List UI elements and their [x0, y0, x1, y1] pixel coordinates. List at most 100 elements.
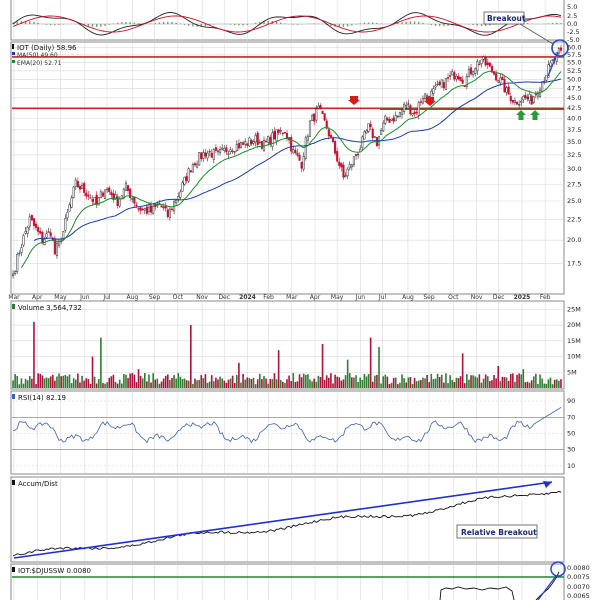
volume-bar	[39, 373, 42, 388]
candle-body	[534, 93, 537, 96]
breakout-callout-box	[483, 11, 525, 25]
volume-bar	[325, 375, 328, 388]
macd-hist-bar	[363, 22, 366, 24]
volume-bar	[282, 381, 284, 388]
candle-body	[476, 61, 479, 72]
candle-body	[118, 198, 121, 207]
macd-tick-label: -5.0	[567, 36, 580, 44]
candle-body	[231, 150, 234, 153]
candle-body	[344, 175, 347, 177]
macd-hist-bar	[413, 21, 416, 24]
candle-body	[28, 216, 31, 227]
volume-bar	[555, 379, 558, 388]
macd-hist-bar	[376, 22, 378, 24]
ema20-line	[20, 70, 562, 268]
volume-bar	[64, 374, 67, 388]
volume-bar	[472, 375, 474, 388]
macd-hist-bar	[37, 22, 39, 24]
volume-bar	[208, 381, 211, 388]
volume-bar	[461, 353, 464, 388]
candle-body	[99, 191, 102, 199]
volume-bar	[26, 380, 29, 388]
candle-body	[440, 79, 443, 88]
candle-body	[244, 141, 247, 145]
macd-hist-bar	[480, 24, 483, 26]
volume-legend-swatch	[12, 304, 15, 309]
volume-bar	[319, 376, 322, 388]
candle-body	[503, 78, 506, 93]
x-tick-label: Sep	[149, 294, 161, 301]
volume-bar	[192, 383, 194, 388]
candle-body	[49, 232, 52, 237]
volume-bar	[501, 376, 504, 388]
macd-hist-bar	[183, 24, 186, 25]
candle-body	[400, 109, 404, 115]
volume-bar	[480, 382, 483, 388]
volume-bar	[470, 375, 472, 388]
price-tick-label: 27.5	[567, 180, 581, 188]
volume-bar	[363, 373, 366, 388]
rsi-legend-label: RSI(14) 82.19	[18, 394, 66, 402]
volume-bar	[196, 380, 198, 388]
volume-bar	[187, 380, 190, 388]
volume-bar	[321, 343, 324, 388]
candle-body	[396, 115, 399, 118]
volume-bar	[133, 374, 136, 388]
candle-body	[413, 111, 416, 114]
candle-body	[83, 183, 86, 193]
volume-bar	[106, 382, 108, 388]
macd-hist-bar	[100, 24, 102, 27]
candle-body	[85, 192, 88, 197]
volume-bar	[346, 359, 349, 388]
candle-body	[181, 182, 184, 192]
volume-bar	[288, 375, 290, 388]
candle-body	[196, 163, 199, 168]
candle-body	[254, 135, 257, 143]
rsi-tick-label: 70	[567, 413, 575, 421]
candle-body	[68, 204, 71, 212]
candle-body	[55, 243, 59, 256]
volume-bar	[150, 382, 152, 388]
volume-bar	[47, 378, 50, 388]
volume-bar	[244, 379, 246, 388]
candle-body	[518, 104, 521, 106]
volume-bar	[175, 378, 177, 388]
candle-body	[409, 105, 412, 115]
volume-bar	[37, 373, 39, 388]
volume-bar	[169, 379, 171, 388]
x-tick-label: Jul	[102, 294, 111, 301]
volume-bar	[315, 381, 318, 388]
volume-bar	[171, 377, 173, 388]
volume-bar	[390, 382, 393, 388]
macd-hist-bar	[359, 23, 361, 24]
volume-bar	[411, 384, 414, 388]
macd-hist-bar	[313, 23, 315, 24]
volume-bar	[296, 381, 299, 388]
candle-body	[214, 147, 217, 151]
x-tick-label: Mar	[8, 294, 20, 301]
candle-body	[45, 233, 48, 238]
macd-hist-bar	[137, 23, 140, 24]
volume-bar	[380, 383, 382, 388]
candle-body	[478, 63, 481, 66]
macd-hist-bar	[12, 22, 14, 24]
macd-hist-bar	[372, 22, 374, 24]
volume-bar	[516, 374, 518, 388]
candle-body	[559, 47, 563, 51]
candle-body	[41, 231, 44, 244]
candle-body	[329, 134, 332, 138]
trendline-arrowhead	[543, 481, 552, 488]
candle-body	[557, 48, 560, 54]
volume-bar	[503, 377, 506, 388]
relative-strength-tick-label: 0.0070	[567, 583, 590, 591]
volume-bar	[81, 375, 83, 388]
volume-bar	[91, 356, 94, 388]
volume-bar	[200, 375, 203, 388]
volume-bar	[336, 376, 338, 388]
candle-body	[150, 205, 153, 213]
candle-body	[530, 95, 533, 105]
candle-body	[394, 115, 397, 122]
candle-body	[64, 218, 67, 231]
volume-bar	[129, 373, 131, 388]
price-tick-label: 20.0	[567, 236, 581, 244]
